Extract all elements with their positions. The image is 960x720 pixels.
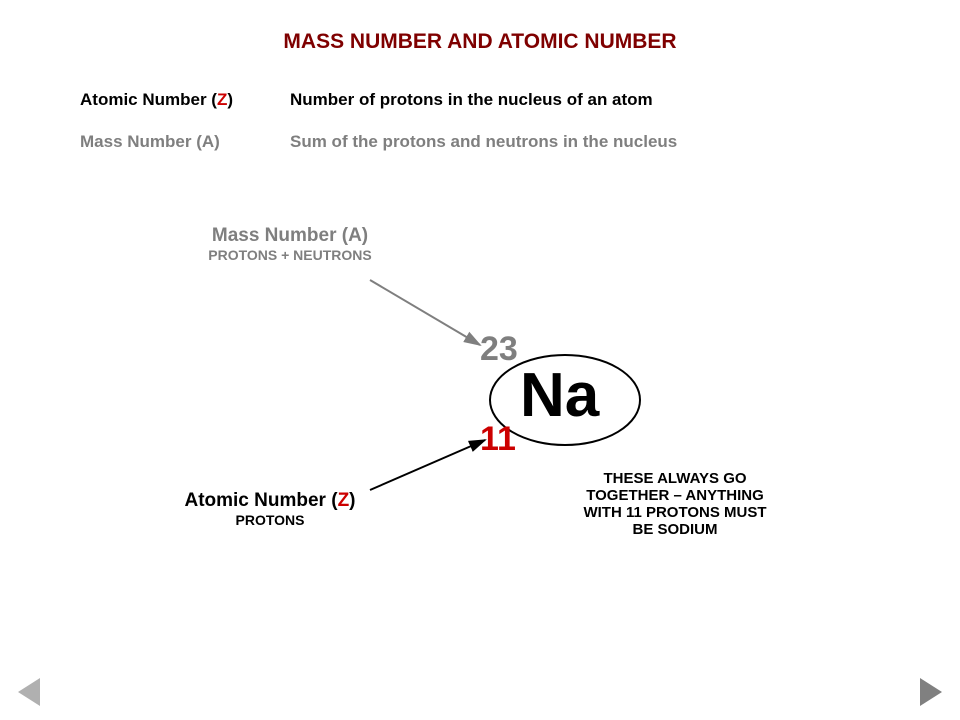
element-symbol: Na <box>520 360 599 431</box>
note-block: THESE ALWAYS GO TOGETHER – ANYTHING WITH… <box>555 470 795 538</box>
note-line3: WITH 11 PROTONS MUST <box>555 504 795 521</box>
atomic-number-value: 11 <box>480 420 516 459</box>
note-line4: BE SODIUM <box>555 521 795 538</box>
arrow-mass-to-number <box>370 280 480 345</box>
prev-slide-button[interactable] <box>18 678 40 706</box>
slide-stage: MASS NUMBER AND ATOMIC NUMBER Atomic Num… <box>0 0 960 720</box>
arrow-atomic-to-number <box>370 440 485 490</box>
mass-number-value: 23 <box>480 330 518 369</box>
note-line2: TOGETHER – ANYTHING <box>555 487 795 504</box>
next-slide-button[interactable] <box>920 678 942 706</box>
note-line1: THESE ALWAYS GO <box>555 470 795 487</box>
